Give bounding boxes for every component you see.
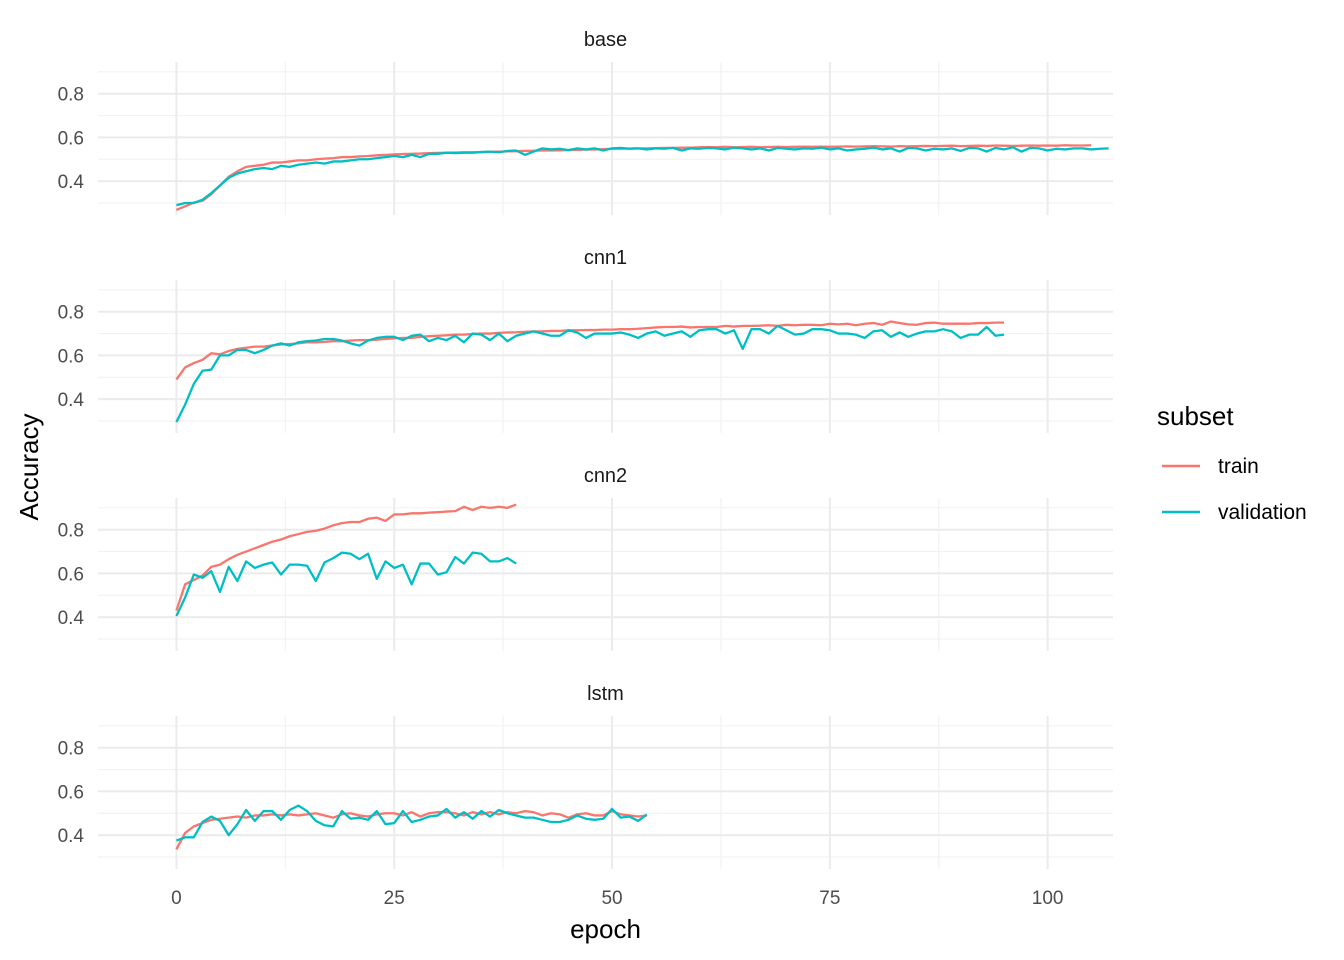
y-tick-label: 0.8 <box>58 85 84 106</box>
y-tick-label: 0.8 <box>58 303 84 324</box>
x-tick-label: 75 <box>819 888 840 909</box>
y-tick-label: 0.4 <box>58 172 85 193</box>
series-line-train <box>175 144 1092 212</box>
series-line-validation <box>175 324 1005 423</box>
series-line-train <box>175 503 517 611</box>
series-line-validation <box>175 551 517 617</box>
facet-panel-cnn1: cnn1 0.4 0.6 0.8 <box>58 247 1113 433</box>
y-tick-label: 0.6 <box>58 564 84 585</box>
x-tick-label: 0 <box>171 888 182 909</box>
y-tick-label: 0.6 <box>58 128 84 149</box>
legend-title: subset <box>1157 401 1234 431</box>
panels-layer: base0.40.60.8cnn10.40.60.8cnn20.40.60.8l… <box>58 29 1113 869</box>
x-axis: 0 25 50 75 100 <box>171 888 1063 909</box>
y-tick-label: 0.4 <box>58 826 85 847</box>
x-tick-label: 50 <box>601 888 622 909</box>
facet-panel-cnn2: cnn2 0.4 0.6 0.8 <box>58 465 1113 651</box>
y-tick-label: 0.8 <box>58 739 84 760</box>
facet-panel-base: base 0.4 0.6 0.8 <box>58 29 1113 215</box>
facet-strip-label: cnn1 <box>584 247 627 269</box>
x-tick-label: 25 <box>384 888 405 909</box>
legend-label-validation: validation <box>1218 501 1307 524</box>
facet-panel-lstm: lstm 0.4 0.6 0.8 <box>58 683 1113 869</box>
y-axis-title: Accuracy <box>14 414 44 521</box>
legend-label-train: train <box>1218 455 1259 478</box>
y-tick-label: 0.4 <box>58 390 85 411</box>
y-tick-label: 0.6 <box>58 346 84 367</box>
y-tick-label: 0.6 <box>58 782 84 803</box>
x-tick-label: 100 <box>1032 888 1064 909</box>
series-line-validation <box>176 804 648 842</box>
series-line-validation <box>176 146 1109 207</box>
legend: subset train validation <box>1157 401 1307 524</box>
facet-strip-label: lstm <box>587 683 624 705</box>
series-line-train <box>175 320 1005 381</box>
y-tick-label: 0.8 <box>58 521 84 542</box>
x-axis-title: epoch <box>570 914 641 944</box>
y-tick-label: 0.4 <box>58 608 85 629</box>
facet-strip-label: base <box>584 29 627 51</box>
facet-strip-label: cnn2 <box>584 465 627 487</box>
series-line-train <box>175 809 648 850</box>
